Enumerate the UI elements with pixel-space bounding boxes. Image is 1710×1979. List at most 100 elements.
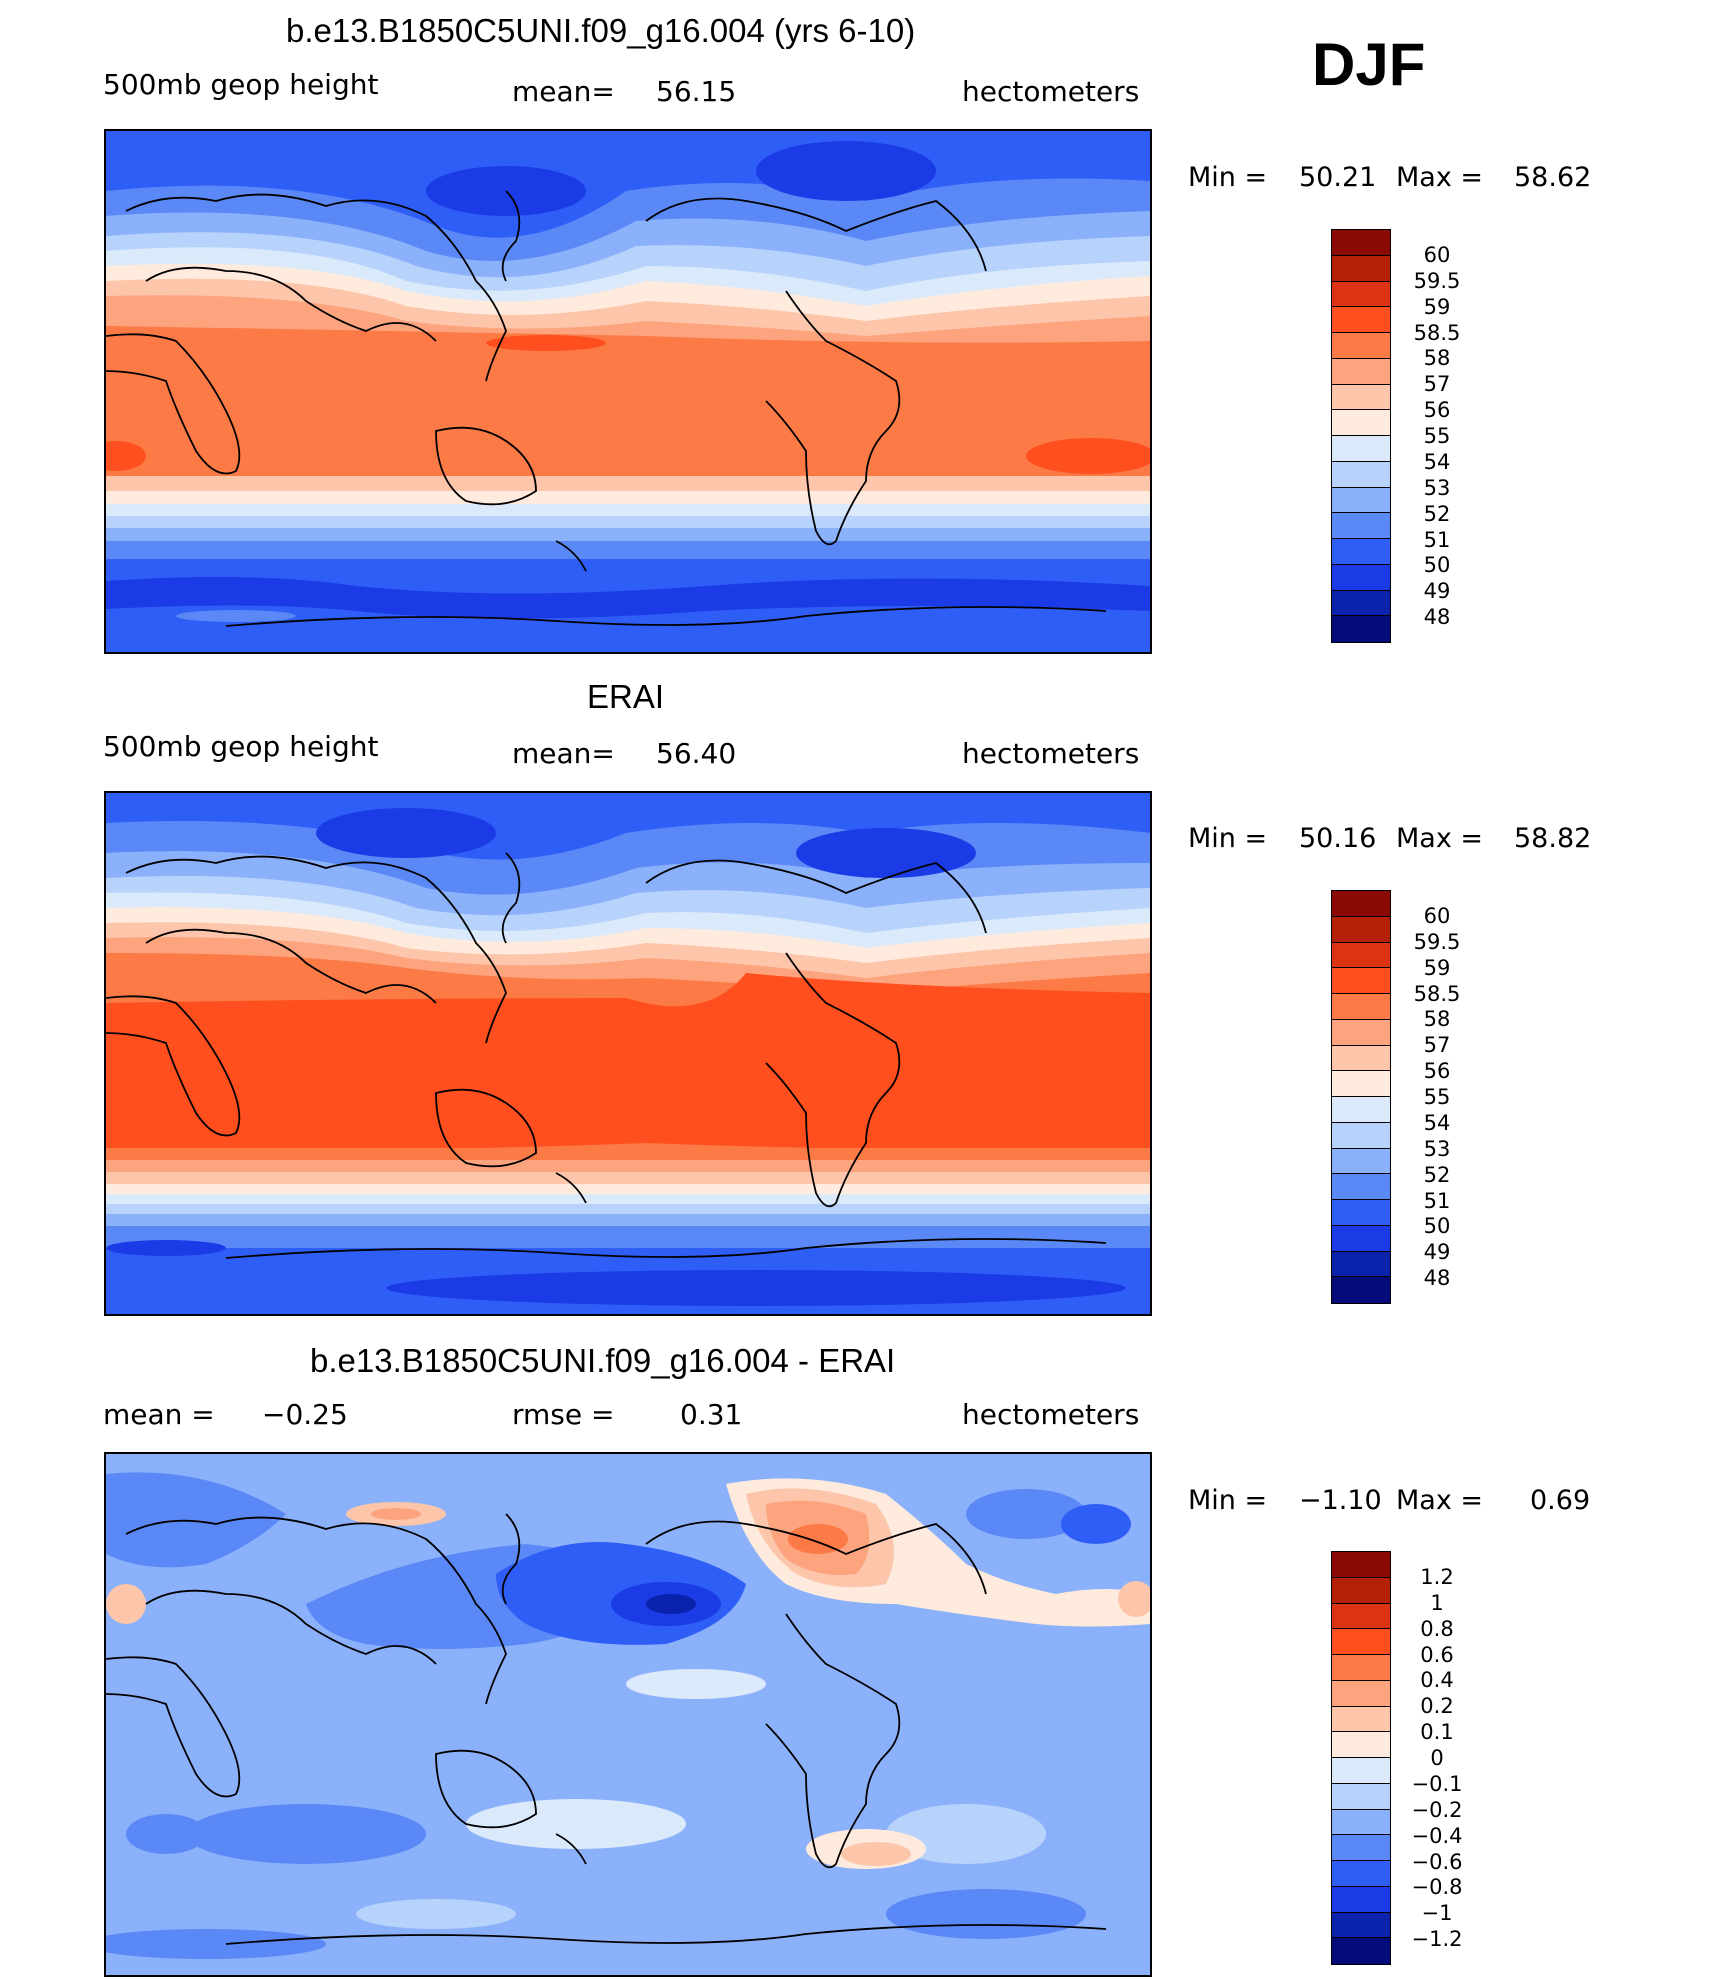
colorbar-swatch: [1332, 942, 1390, 969]
colorbar-tick-label: −0.4: [1411, 1823, 1463, 1848]
colorbar-tick-label: 52: [1423, 1162, 1451, 1187]
colorbar-swatch: [1332, 1655, 1390, 1681]
colorbar-swatch: [1332, 1938, 1390, 1964]
colorbar-swatch: [1332, 333, 1390, 359]
panel2-max-label: Max =: [1396, 823, 1484, 854]
colorbar-tick-label: 49: [1423, 1240, 1451, 1265]
colorbar-swatch: [1332, 358, 1390, 385]
colorbar-swatch: [1332, 307, 1390, 333]
colorbar-tick-label: 58.5: [1413, 320, 1461, 345]
colorbar-tick-label: −0.6: [1411, 1849, 1463, 1874]
panel3-max-label: Max =: [1396, 1485, 1484, 1516]
colorbar-swatch: [1332, 230, 1390, 256]
colorbar-swatch: [1332, 487, 1390, 514]
panel1-variable-label: 500mb geop height: [103, 68, 379, 101]
colorbar-swatch: [1332, 1148, 1390, 1175]
panel2-variable-label: 500mb geop height: [103, 730, 379, 763]
colorbar-tick-label: 58.5: [1413, 981, 1461, 1006]
colorbar-tick-label: 60: [1423, 242, 1451, 267]
colorbar-swatch: [1332, 891, 1390, 917]
panel1-title: b.e13.B1850C5UNI.f09_g16.004 (yrs 6-10): [286, 12, 916, 49]
panel1-map: [104, 129, 1152, 654]
colorbar-tick-label: 55: [1423, 1085, 1451, 1109]
colorbar-tick-label: 48: [1423, 1266, 1451, 1291]
panel2-mean-label: mean=: [512, 737, 615, 770]
colorbar-tick-label: 54: [1423, 449, 1451, 474]
colorbar-swatch: [1332, 1122, 1390, 1149]
panel1-max-value: 58.62: [1514, 162, 1592, 193]
colorbar-tick-label: 50: [1423, 553, 1451, 578]
colorbar-tick-label: 59.5: [1413, 268, 1461, 293]
panel3-mean-label: mean =: [103, 1398, 215, 1431]
colorbar-swatch: [1332, 1577, 1390, 1604]
colorbar-tick-label: 0.1: [1420, 1720, 1454, 1745]
colorbar-swatch: [1332, 255, 1390, 282]
colorbar-tick-label: 56: [1423, 1059, 1451, 1084]
colorbar-swatch: [1332, 1758, 1390, 1784]
panel2-title: ERAI: [587, 678, 665, 715]
colorbar-tick-label: 53: [1423, 1136, 1451, 1161]
panel3-min-value: −1.10: [1299, 1485, 1382, 1516]
colorbar-tick-label: 53: [1423, 475, 1451, 500]
colorbar-tick-label: 56: [1423, 398, 1451, 423]
panel2-map: [104, 791, 1152, 1316]
colorbar-swatch: [1332, 1200, 1390, 1226]
colorbar-swatch: [1332, 1912, 1390, 1939]
colorbar-tick-label: −0.2: [1411, 1797, 1463, 1822]
colorbar-swatch: [1332, 1886, 1390, 1913]
panel2-colorbar: [1331, 890, 1391, 1304]
colorbar-swatch: [1332, 1097, 1390, 1123]
colorbar-tick-label: 54: [1423, 1110, 1451, 1135]
colorbar-swatch: [1332, 1277, 1390, 1303]
panel2-min-value: 50.16: [1299, 823, 1377, 854]
panel1-colorbar: [1331, 229, 1391, 643]
colorbar-tick-label: −0.1: [1411, 1771, 1463, 1796]
colorbar-swatch: [1332, 1552, 1390, 1578]
colorbar-swatch: [1332, 436, 1390, 462]
colorbar-tick-label: 1.2: [1420, 1564, 1454, 1589]
panel3-rmse-label: rmse =: [512, 1398, 615, 1431]
colorbar-swatch: [1332, 1706, 1390, 1733]
colorbar-swatch: [1332, 281, 1390, 308]
colorbar-tick-label: 0.4: [1420, 1668, 1454, 1693]
colorbar-swatch: [1332, 1680, 1390, 1707]
colorbar-tick-label: 59.5: [1413, 929, 1461, 954]
panel1-mean-label: mean=: [512, 75, 615, 108]
panel3-mean-value: −0.25: [262, 1398, 348, 1431]
colorbar-tick-label: 52: [1423, 501, 1451, 526]
colorbar-swatch: [1332, 1783, 1390, 1810]
panel3-units-label: hectometers: [962, 1398, 1140, 1431]
panel2-max-value: 58.82: [1514, 823, 1592, 854]
panel1-mean-value: 56.15: [656, 75, 737, 108]
colorbar-tick-label: 58: [1423, 1007, 1451, 1032]
panel1-max-label: Max =: [1396, 162, 1484, 193]
colorbar-tick-label: −1: [1421, 1901, 1453, 1926]
colorbar-tick-label: 57: [1423, 1033, 1451, 1058]
colorbar-swatch: [1332, 461, 1390, 488]
colorbar-swatch: [1332, 968, 1390, 994]
panel2-mean-value: 56.40: [656, 737, 737, 770]
colorbar-tick-label: 59: [1423, 955, 1451, 980]
panel2-min-label: Min =: [1188, 823, 1268, 854]
colorbar-swatch: [1332, 1045, 1390, 1072]
panel3-max-value: 0.69: [1530, 1485, 1591, 1516]
colorbar-swatch: [1332, 410, 1390, 436]
colorbar-tick-label: 59: [1423, 294, 1451, 319]
colorbar-swatch: [1332, 384, 1390, 411]
colorbar-tick-label: 48: [1423, 605, 1451, 630]
colorbar-tick-label: 57: [1423, 372, 1451, 397]
colorbar-tick-label: 55: [1423, 424, 1451, 448]
panel3-rmse-value: 0.31: [680, 1398, 743, 1431]
colorbar-swatch: [1332, 1225, 1390, 1252]
colorbar-tick-label: 51: [1423, 1188, 1451, 1213]
colorbar-tick-label: −0.8: [1411, 1875, 1463, 1900]
colorbar-tick-label: 58: [1423, 346, 1451, 371]
colorbar-swatch: [1332, 1629, 1390, 1655]
panel3-colorbar: [1331, 1551, 1391, 1965]
colorbar-tick-label: 60: [1423, 903, 1451, 928]
panel3-min-label: Min =: [1188, 1485, 1268, 1516]
colorbar-swatch: [1332, 616, 1390, 642]
colorbar-tick-label: 0: [1430, 1746, 1444, 1770]
colorbar-swatch: [1332, 1174, 1390, 1200]
colorbar-swatch: [1332, 1835, 1390, 1861]
